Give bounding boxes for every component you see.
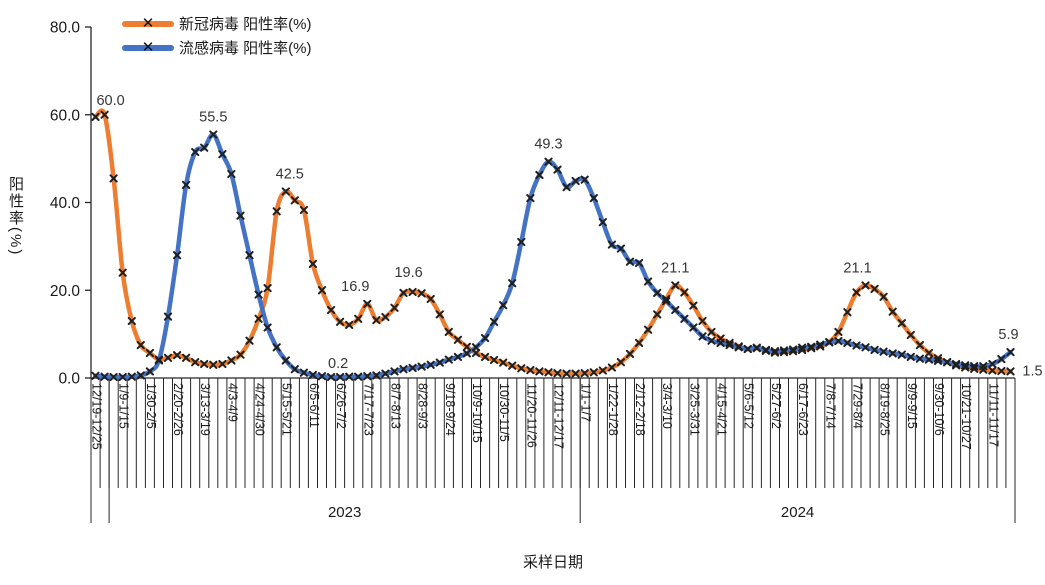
- svg-text:1.5: 1.5: [1022, 363, 1042, 379]
- svg-text:42.5: 42.5: [276, 167, 304, 183]
- svg-text:4/24-4/30: 4/24-4/30: [253, 383, 267, 436]
- svg-text:2/20-2/26: 2/20-2/26: [171, 383, 185, 436]
- svg-text:12/11-12/17: 12/11-12/17: [552, 383, 566, 449]
- legend-item-covid: ✕ 新冠病毒 阳性率(%): [122, 13, 312, 34]
- y-axis-title: 阳性率(%): [7, 176, 24, 257]
- svg-text:10/30-11/5: 10/30-11/5: [497, 383, 511, 442]
- legend-label-covid: 新冠病毒 阳性率(%): [179, 16, 312, 33]
- svg-text:9/30-10/6: 9/30-10/6: [932, 383, 946, 436]
- svg-text:0.0: 0.0: [58, 371, 80, 388]
- svg-text:1/30-2/5: 1/30-2/5: [144, 383, 158, 429]
- svg-text:4/3-4/9: 4/3-4/9: [225, 383, 239, 422]
- svg-text:10/21-10/27: 10/21-10/27: [959, 383, 973, 450]
- x-marker-icon: ✕: [141, 14, 155, 32]
- svg-text:7/29-8/4: 7/29-8/4: [850, 383, 864, 429]
- svg-text:16.9: 16.9: [341, 279, 369, 295]
- svg-text:40.0: 40.0: [50, 195, 81, 212]
- svg-text:7/17-7/23: 7/17-7/23: [361, 383, 375, 436]
- svg-text:21.1: 21.1: [843, 260, 871, 276]
- svg-text:0.2: 0.2: [328, 356, 348, 372]
- svg-text:3/25-3/31: 3/25-3/31: [687, 383, 701, 436]
- legend-label-flu: 流感病毒 阳性率(%): [179, 40, 312, 57]
- svg-text:20.0: 20.0: [50, 283, 81, 300]
- legend-item-flu: ✕ 流感病毒 阳性率(%): [122, 37, 312, 58]
- flu-line-swatch: ✕: [122, 39, 174, 54]
- covid-line-swatch: ✕: [122, 15, 174, 30]
- svg-text:2/12-2/18: 2/12-2/18: [633, 383, 647, 436]
- svg-text:55.5: 55.5: [199, 109, 227, 125]
- svg-text:8/28-9/3: 8/28-9/3: [416, 383, 430, 429]
- svg-text:60.0: 60.0: [50, 107, 81, 124]
- svg-text:6/5-6/11: 6/5-6/11: [307, 383, 321, 428]
- svg-text:21.1: 21.1: [661, 260, 689, 276]
- svg-text:11/20-11/26: 11/20-11/26: [524, 383, 538, 448]
- svg-text:8/19-8/25: 8/19-8/25: [878, 383, 892, 436]
- svg-text:3/13-3/19: 3/13-3/19: [198, 383, 212, 436]
- svg-text:5/27-6/2: 5/27-6/2: [769, 383, 783, 429]
- svg-text:1/9-1/15: 1/9-1/15: [117, 383, 131, 429]
- svg-text:11/11-11/17: 11/11-11/17: [986, 383, 1000, 447]
- svg-text:2023: 2023: [328, 504, 361, 521]
- svg-text:4/15-4/21: 4/15-4/21: [715, 383, 729, 436]
- svg-text:49.3: 49.3: [534, 137, 562, 153]
- svg-text:5/6-5/12: 5/6-5/12: [742, 383, 756, 429]
- svg-text:3/4-3/10: 3/4-3/10: [660, 383, 674, 429]
- svg-text:9/18-9/24: 9/18-9/24: [443, 383, 457, 436]
- x-axis-title: 采样日期: [522, 554, 583, 571]
- svg-text:1/22-1/28: 1/22-1/28: [606, 383, 620, 436]
- legend: ✕ 新冠病毒 阳性率(%) ✕ 流感病毒 阳性率(%): [122, 13, 312, 58]
- svg-text:60.0: 60.0: [96, 93, 124, 109]
- svg-text:12/19-12/25: 12/19-12/25: [90, 383, 104, 450]
- svg-text:5/15-5/21: 5/15-5/21: [280, 383, 294, 436]
- svg-text:6/17-6/23: 6/17-6/23: [796, 383, 810, 436]
- svg-text:6/26-7/2: 6/26-7/2: [334, 383, 348, 429]
- svg-text:8/7-8/13: 8/7-8/13: [388, 383, 402, 429]
- svg-text:19.6: 19.6: [394, 265, 422, 281]
- svg-text:7/8-7/14: 7/8-7/14: [823, 383, 837, 429]
- svg-text:5.9: 5.9: [998, 327, 1018, 343]
- svg-text:1/1-1/7: 1/1-1/7: [579, 383, 593, 422]
- svg-text:80.0: 80.0: [50, 20, 81, 37]
- svg-text:9/9-9/15: 9/9-9/15: [905, 383, 919, 429]
- svg-text:2024: 2024: [781, 504, 814, 521]
- svg-text:10/9-10/15: 10/9-10/15: [470, 383, 484, 443]
- x-marker-icon: ✕: [141, 38, 155, 56]
